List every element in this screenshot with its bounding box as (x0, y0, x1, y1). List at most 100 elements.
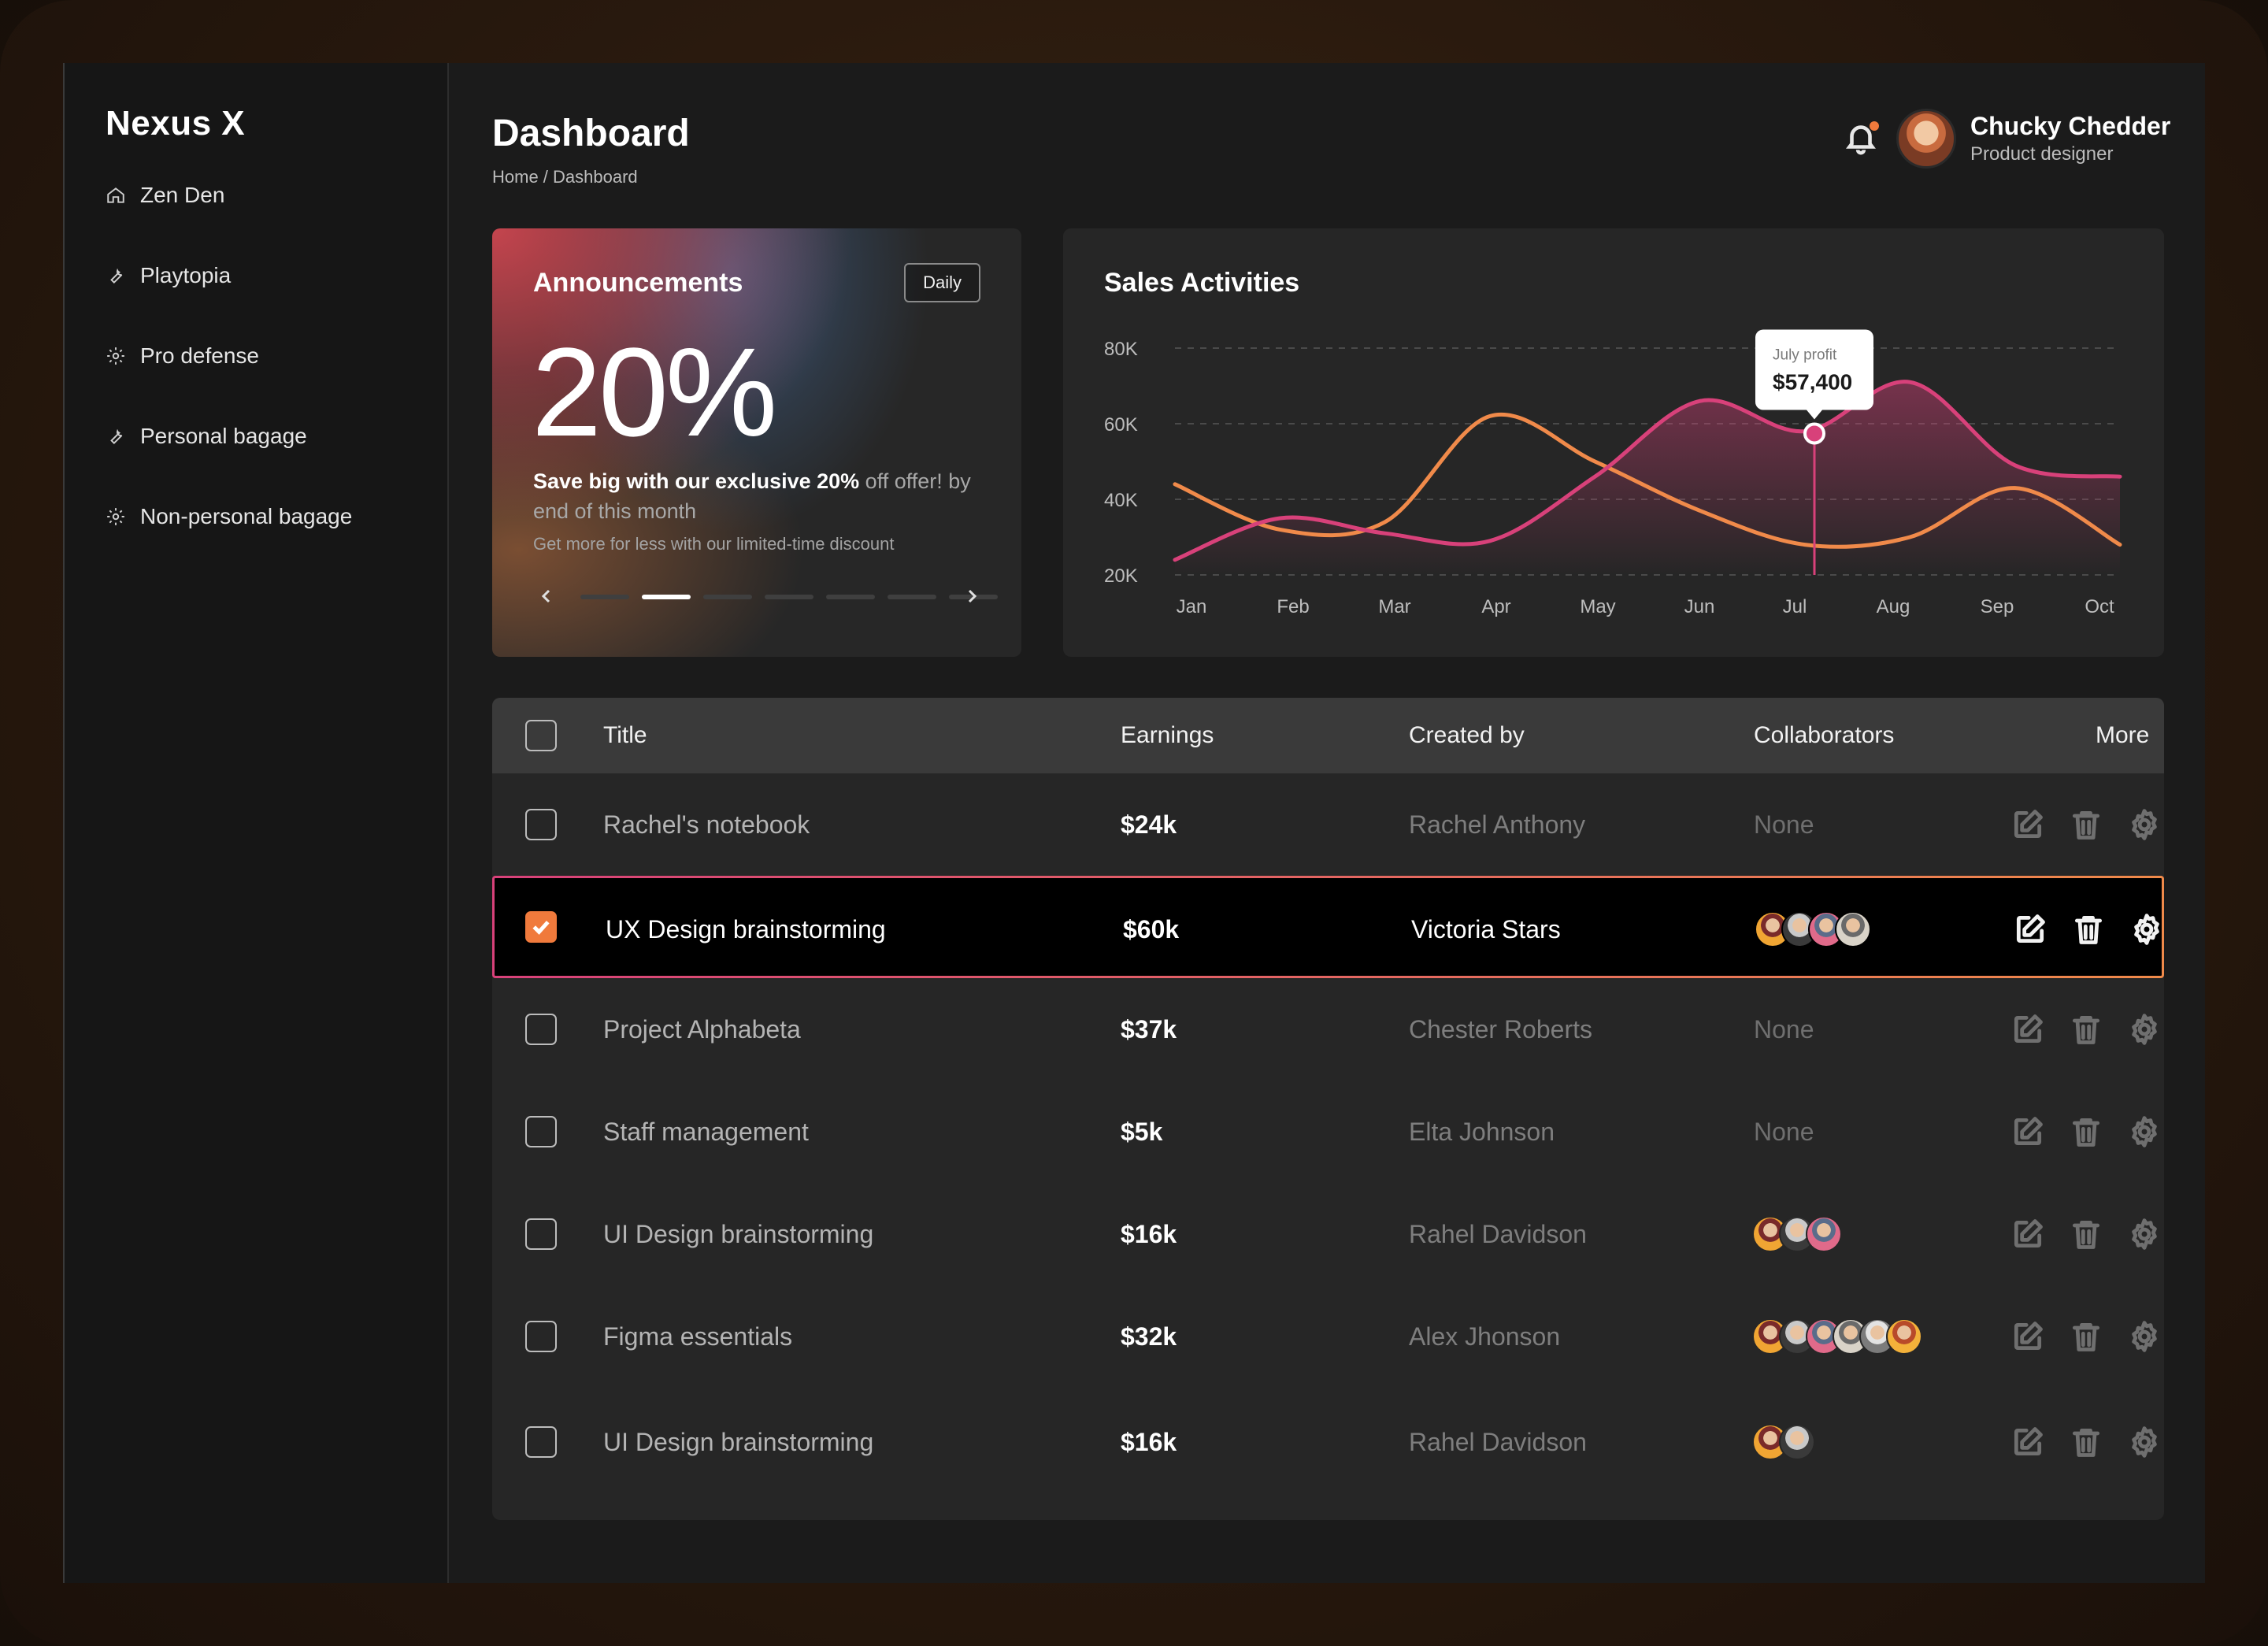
row-checkbox[interactable] (525, 1014, 557, 1045)
sidebar-item-non-personal-bagage[interactable]: Non-personal bagage (106, 493, 352, 540)
trash-icon (2072, 810, 2100, 840)
row-title[interactable]: Project Alphabeta (603, 1015, 801, 1044)
table-header: Title Earnings Created by Collaborators … (492, 698, 2164, 773)
edit-button[interactable] (2010, 807, 2045, 842)
column-title[interactable]: Title (603, 722, 647, 748)
row-checkbox[interactable] (525, 1218, 557, 1250)
slide-indicator[interactable] (826, 595, 875, 599)
table-row[interactable]: Figma essentials $32k Alex Jhonson (492, 1285, 2164, 1388)
settings-button[interactable] (2127, 1425, 2162, 1459)
settings-button[interactable] (2127, 807, 2162, 842)
edit-button[interactable] (2010, 1114, 2045, 1149)
bell-icon (1846, 125, 1876, 155)
delete-button[interactable] (2069, 1217, 2103, 1251)
gear-icon (106, 506, 126, 527)
row-title[interactable]: Figma essentials (603, 1322, 793, 1351)
row-earnings: $32k (1121, 1322, 1177, 1351)
sidebar-item-pro-defense[interactable]: Pro defense (106, 332, 259, 380)
settings-button[interactable] (2127, 1217, 2162, 1251)
table-row[interactable]: Project Alphabeta $37k Chester Roberts None (492, 978, 2164, 1081)
next-slide-button[interactable] (958, 583, 985, 610)
table-row[interactable]: Rachel's notebook $24k Rachel Anthony None (492, 773, 2164, 876)
breadcrumb[interactable]: Home / Dashboard (492, 167, 638, 187)
edit-button[interactable] (2010, 1319, 2045, 1354)
column-created-by[interactable]: Created by (1409, 722, 1525, 748)
home-icon (106, 185, 126, 206)
trash-icon (2072, 1220, 2100, 1249)
row-collaborators: None (1754, 1118, 1814, 1146)
row-checkbox[interactable] (525, 809, 557, 840)
slide-indicator[interactable] (580, 595, 629, 599)
chevron-right-icon (968, 589, 977, 603)
delete-button[interactable] (2069, 1319, 2103, 1354)
slide-indicator[interactable] (765, 595, 813, 599)
wrench-icon (106, 265, 126, 286)
tooltip-label: July profit (1773, 347, 1837, 363)
sidebar-item-personal-bagage[interactable]: Personal bagage (106, 413, 307, 460)
delete-button[interactable] (2069, 1114, 2103, 1149)
x-tick-label: Apr (1481, 596, 1510, 617)
x-tick-label: Jun (1684, 596, 1715, 617)
row-title[interactable]: Staff management (603, 1118, 809, 1146)
user-role: Product designer (1970, 143, 2114, 165)
sales-line-chart[interactable]: 80K 60K 40K 20K Jan Feb Mar Apr May Jun Jul Aug Sep O… (1063, 228, 2164, 657)
row-checkbox[interactable] (525, 1426, 557, 1458)
y-tick-label: 40K (1104, 490, 1138, 511)
edit-icon (2016, 914, 2045, 943)
slide-indicator[interactable] (888, 595, 936, 599)
edit-button[interactable] (2010, 1012, 2045, 1047)
delete-button[interactable] (2069, 1012, 2103, 1047)
row-title[interactable]: UX Design brainstorming (606, 915, 886, 943)
table-row[interactable]: UI Design brainstorming $16k Rahel Davidso… (492, 1391, 2164, 1493)
row-checkbox[interactable] (525, 911, 557, 943)
delete-button[interactable] (2069, 1425, 2103, 1459)
settings-button[interactable] (2127, 1012, 2162, 1047)
table-row[interactable]: UI Design brainstorming $16k Rahel Davidso… (492, 1183, 2164, 1285)
edit-button[interactable] (2010, 1425, 2045, 1459)
chart-tooltip: July profit $57,400 (1755, 329, 1873, 420)
edit-icon (2014, 1427, 2043, 1456)
delete-button[interactable] (2069, 807, 2103, 842)
collaborator-avatars[interactable] (1755, 911, 1871, 947)
select-all-checkbox[interactable] (525, 720, 557, 751)
row-collaborators: None (1754, 810, 1814, 839)
table-row[interactable]: Staff management $5k Elta Johnson None (492, 1081, 2164, 1183)
edit-button[interactable] (2013, 912, 2048, 947)
table-row[interactable]: UX Design brainstorming $60k Victoria Star… (492, 876, 2164, 978)
row-actions (2010, 1425, 2162, 1459)
series-area (1175, 381, 2120, 575)
avatar[interactable] (1896, 109, 1956, 169)
row-checkbox[interactable] (525, 1116, 557, 1147)
avatar (1886, 1318, 1922, 1355)
column-collaborators[interactable]: Collaborators (1754, 722, 1895, 748)
notification-button[interactable] (1843, 120, 1879, 156)
delete-button[interactable] (2071, 912, 2106, 947)
collaborator-avatars[interactable] (1752, 1424, 1815, 1460)
settings-button[interactable] (2127, 1114, 2162, 1149)
row-title[interactable]: UI Design brainstorming (603, 1428, 874, 1456)
row-checkbox[interactable] (525, 1321, 557, 1352)
settings-button[interactable] (2127, 1319, 2162, 1354)
edit-icon (2014, 1117, 2043, 1146)
settings-button[interactable] (2129, 912, 2164, 947)
collaborator-avatars[interactable] (1752, 1318, 1922, 1355)
announcement-text: Save big with our exclusive 20% off offe… (533, 466, 990, 526)
row-title[interactable]: Rachel's notebook (603, 810, 810, 839)
previous-slide-button[interactable] (533, 583, 560, 610)
series-line[interactable] (1173, 380, 2122, 562)
row-title[interactable]: UI Design brainstorming (603, 1220, 874, 1248)
slide-indicator[interactable] (703, 595, 752, 599)
sidebar-item-playtopia[interactable]: Playtopia (106, 252, 231, 299)
collaborator-avatars[interactable] (1752, 1216, 1842, 1252)
slide-indicator[interactable] (642, 595, 691, 599)
highlight-point[interactable] (1803, 422, 1825, 445)
series-line[interactable] (1173, 413, 2122, 549)
column-earnings[interactable]: Earnings (1121, 722, 1214, 748)
daily-filter-button[interactable]: Daily (904, 263, 980, 302)
x-tick-label: Sep (1981, 596, 2014, 617)
app-window: Nexus X Zen Den Playtopia Pro defense Pe… (63, 63, 2205, 1583)
edit-button[interactable] (2010, 1217, 2045, 1251)
sidebar-item-zen-den[interactable]: Zen Den (106, 172, 224, 219)
gear-icon (106, 346, 126, 366)
y-tick-label: 60K (1104, 414, 1138, 436)
